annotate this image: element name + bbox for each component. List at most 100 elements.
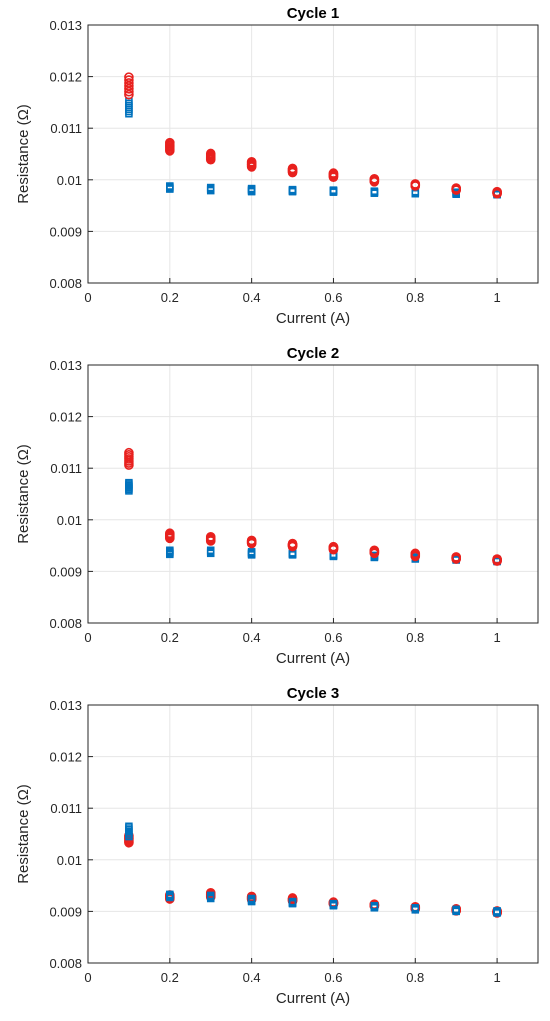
x-tick-label: 0.8 <box>406 290 424 305</box>
data-point-square <box>247 548 256 556</box>
y-tick-label: 0.008 <box>49 956 82 971</box>
chart-svg: 0 0.2 0.4 0.6 0.8 1 0.008 0.009 0.01 0.011 0.012 0.… <box>15 685 539 1007</box>
data-point-circle <box>246 535 257 546</box>
data-point-square <box>166 182 174 190</box>
y-tick-label: 0.011 <box>50 121 82 136</box>
x-tick-label: 0.6 <box>324 970 342 985</box>
chart-panel-cycle-3: 0 0.2 0.4 0.6 0.8 1 0.008 0.009 0.01 0.011 0.012 0.… <box>0 680 550 1020</box>
x-tick-label: 0.6 <box>324 290 342 305</box>
y-tick-label: 0.013 <box>49 18 82 33</box>
data-point-square <box>166 890 174 899</box>
data-point-square <box>493 907 501 915</box>
data-point-circle <box>124 72 134 82</box>
series-squares <box>125 822 501 917</box>
x-axis-label: Current (A) <box>276 650 350 667</box>
y-axis-label: Resistance (Ω) <box>15 104 32 204</box>
y-tick-label: 0.011 <box>50 461 82 476</box>
data-point-circle <box>369 545 380 556</box>
data-point-circle <box>492 554 502 564</box>
series-circles <box>124 72 502 199</box>
chart-title: Cycle 2 <box>287 345 340 362</box>
x-tick-label: 0.2 <box>161 970 179 985</box>
chart-title: Cycle 3 <box>287 685 340 702</box>
data-point-square <box>247 184 256 193</box>
x-tick-label: 0.4 <box>243 290 261 305</box>
data-point-square <box>125 822 133 831</box>
x-tick-label: 1 <box>493 970 500 985</box>
chart-panel-cycle-2: 0 0.2 0.4 0.6 0.8 1 0.008 0.009 0.01 0.011 0.012 0.… <box>0 340 550 680</box>
y-tick-label: 0.01 <box>57 173 82 188</box>
data-point-square <box>206 891 215 900</box>
data-point-circle <box>246 891 257 902</box>
y-tick-label: 0.013 <box>49 358 82 373</box>
data-point-circle <box>124 75 134 85</box>
y-tick-label: 0.01 <box>57 853 82 868</box>
x-tick-label: 1 <box>493 290 500 305</box>
y-tick-label: 0.012 <box>49 750 82 765</box>
data-point-square <box>166 546 174 554</box>
plot-area <box>88 25 538 283</box>
data-point-square <box>206 183 215 192</box>
y-tick-label: 0.008 <box>49 616 82 631</box>
series-circles <box>124 447 502 566</box>
chart-svg: 0 0.2 0.4 0.6 0.8 1 0.008 0.009 0.01 0.011 0.012 0.… <box>15 345 539 667</box>
axes-frame <box>87 24 539 284</box>
data-point-square <box>206 546 215 554</box>
data-point-square <box>452 905 460 914</box>
x-tick-label: 1 <box>493 630 500 645</box>
data-point-circle <box>205 148 216 159</box>
data-point-circle <box>328 541 339 552</box>
y-tick-label: 0.009 <box>49 904 82 919</box>
y-tick-label: 0.009 <box>49 564 82 579</box>
data-point-circle <box>246 156 257 167</box>
data-point-circle <box>124 447 134 458</box>
data-point-circle <box>287 163 298 174</box>
data-point-circle <box>287 538 298 549</box>
x-tick-label: 0 <box>84 970 91 985</box>
x-tick-label: 0.2 <box>161 630 179 645</box>
chart-title: Cycle 1 <box>287 5 340 22</box>
x-axis-label: Current (A) <box>276 310 350 327</box>
x-tick-label: 0.4 <box>243 630 261 645</box>
data-point-square <box>370 187 379 195</box>
data-point-square <box>288 185 297 194</box>
x-axis-label: Current (A) <box>276 990 350 1007</box>
y-tick-label: 0.012 <box>49 70 82 85</box>
chart-svg: 0 0.2 0.4 0.6 0.8 1 0.008 0.009 0.01 0.011 0.012 0.… <box>15 5 539 327</box>
x-tick-label: 0.6 <box>324 630 342 645</box>
data-point-square <box>329 899 338 908</box>
data-point-square <box>247 894 256 903</box>
data-point-circle <box>451 552 461 562</box>
axes-frame <box>87 704 539 964</box>
data-point-circle <box>124 78 134 88</box>
data-point-square <box>329 186 338 194</box>
plot-area <box>88 365 538 623</box>
plot-area <box>88 705 538 963</box>
x-tick-label: 0.4 <box>243 970 261 985</box>
data-point-square <box>411 904 420 912</box>
data-point-circle <box>369 173 380 184</box>
data-point-square <box>370 901 379 910</box>
data-point-circle <box>287 893 298 903</box>
y-tick-label: 0.012 <box>49 410 82 425</box>
axes-frame <box>87 364 539 624</box>
y-tick-label: 0.011 <box>50 801 82 816</box>
data-point-circle <box>410 548 421 559</box>
data-point-square <box>125 478 133 487</box>
data-point-circle <box>165 137 175 148</box>
chart-panel-cycle-1: 0 0.2 0.4 0.6 0.8 1 0.008 0.009 0.01 0.011 0.012 0.… <box>0 0 550 340</box>
x-tick-label: 0.2 <box>161 290 179 305</box>
data-point-circle <box>492 186 502 197</box>
data-point-circle <box>165 528 175 539</box>
y-tick-label: 0.01 <box>57 513 82 528</box>
x-tick-label: 0.8 <box>406 970 424 985</box>
y-axis-label: Resistance (Ω) <box>15 784 32 884</box>
y-tick-label: 0.008 <box>49 276 82 291</box>
data-point-square <box>288 897 297 906</box>
x-tick-label: 0 <box>84 630 91 645</box>
data-point-circle <box>205 888 216 898</box>
data-point-circle <box>451 183 461 193</box>
data-point-circle <box>410 179 421 189</box>
y-tick-label: 0.013 <box>49 698 82 713</box>
